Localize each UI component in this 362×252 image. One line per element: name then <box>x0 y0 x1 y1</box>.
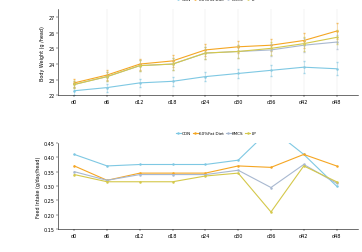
Legend: CON, 60%Fat Diet, KMCS, LP: CON, 60%Fat Diet, KMCS, LP <box>174 0 258 4</box>
Legend: CON, 60%Fat Diet, KMCS, LP: CON, 60%Fat Diet, KMCS, LP <box>174 130 258 137</box>
Y-axis label: Feed Intake (g/day/head): Feed Intake (g/day/head) <box>36 156 41 217</box>
Y-axis label: Body Weight (g /head): Body Weight (g /head) <box>41 26 45 80</box>
